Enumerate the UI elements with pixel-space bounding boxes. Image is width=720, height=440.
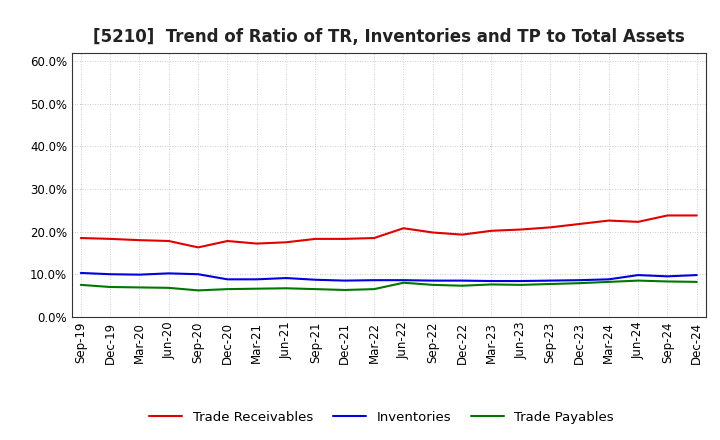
Trade Receivables: [341, 236, 349, 242]
Trade Receivables: [282, 240, 290, 245]
Trade Receivables: [546, 225, 554, 230]
Inventories: [164, 271, 173, 276]
Inventories: [516, 279, 525, 284]
Line: Trade Payables: Trade Payables: [81, 281, 697, 290]
Inventories: [311, 277, 320, 282]
Trade Payables: [282, 286, 290, 291]
Trade Payables: [487, 282, 496, 287]
Trade Payables: [663, 279, 672, 284]
Inventories: [487, 279, 496, 284]
Trade Receivables: [605, 218, 613, 223]
Inventories: [575, 278, 584, 283]
Trade Payables: [458, 283, 467, 288]
Trade Receivables: [194, 245, 202, 250]
Trade Receivables: [135, 238, 144, 243]
Inventories: [634, 272, 642, 278]
Trade Payables: [546, 281, 554, 286]
Trade Receivables: [428, 230, 437, 235]
Trade Receivables: [253, 241, 261, 246]
Inventories: [605, 277, 613, 282]
Inventories: [693, 272, 701, 278]
Trade Payables: [106, 284, 114, 290]
Trade Receivables: [399, 226, 408, 231]
Inventories: [223, 277, 232, 282]
Trade Receivables: [575, 221, 584, 227]
Trade Receivables: [223, 238, 232, 244]
Title: [5210]  Trend of Ratio of TR, Inventories and TP to Total Assets: [5210] Trend of Ratio of TR, Inventories…: [93, 28, 685, 46]
Inventories: [546, 278, 554, 283]
Trade Payables: [223, 286, 232, 292]
Trade Payables: [399, 280, 408, 286]
Inventories: [458, 278, 467, 283]
Trade Receivables: [458, 232, 467, 237]
Trade Payables: [164, 285, 173, 290]
Inventories: [370, 278, 379, 283]
Trade Payables: [516, 282, 525, 287]
Inventories: [428, 278, 437, 283]
Inventories: [399, 278, 408, 283]
Trade Receivables: [164, 238, 173, 244]
Trade Payables: [135, 285, 144, 290]
Line: Inventories: Inventories: [81, 273, 697, 281]
Line: Trade Receivables: Trade Receivables: [81, 216, 697, 247]
Inventories: [341, 278, 349, 283]
Trade Receivables: [76, 235, 85, 241]
Trade Payables: [253, 286, 261, 291]
Trade Receivables: [693, 213, 701, 218]
Trade Receivables: [370, 235, 379, 241]
Trade Receivables: [311, 236, 320, 242]
Trade Receivables: [487, 228, 496, 234]
Trade Payables: [76, 282, 85, 287]
Trade Payables: [428, 282, 437, 287]
Inventories: [253, 277, 261, 282]
Inventories: [106, 271, 114, 277]
Trade Receivables: [516, 227, 525, 232]
Inventories: [76, 270, 85, 275]
Trade Payables: [311, 286, 320, 292]
Trade Receivables: [634, 219, 642, 224]
Inventories: [135, 272, 144, 277]
Trade Payables: [634, 278, 642, 283]
Trade Payables: [370, 286, 379, 292]
Legend: Trade Receivables, Inventories, Trade Payables: Trade Receivables, Inventories, Trade Pa…: [144, 405, 619, 429]
Trade Payables: [341, 287, 349, 293]
Inventories: [194, 271, 202, 277]
Trade Payables: [693, 279, 701, 285]
Trade Payables: [575, 281, 584, 286]
Trade Receivables: [106, 236, 114, 242]
Trade Payables: [194, 288, 202, 293]
Trade Receivables: [663, 213, 672, 218]
Inventories: [663, 274, 672, 279]
Inventories: [282, 275, 290, 281]
Trade Payables: [605, 279, 613, 285]
